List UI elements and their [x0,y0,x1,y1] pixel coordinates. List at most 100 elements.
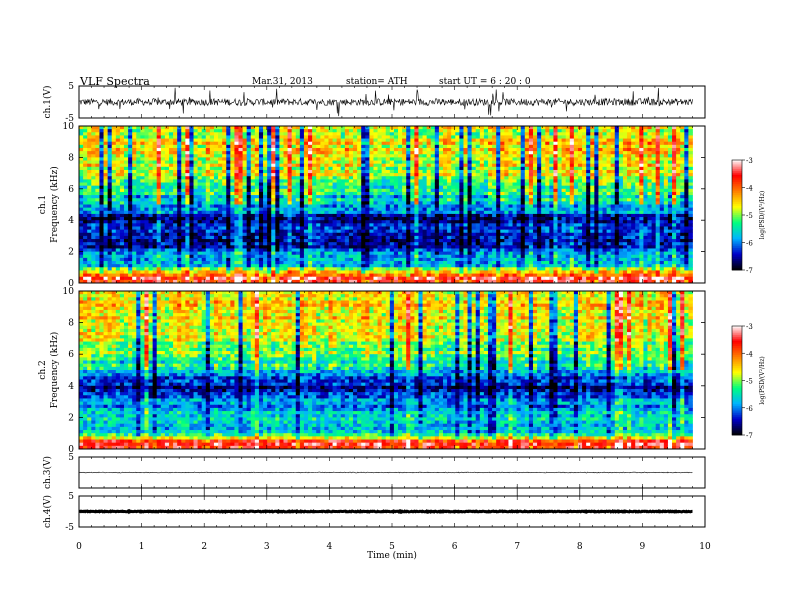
ch1-spectrogram-cell [394,192,398,196]
ch1-spectrogram-cell [545,145,549,149]
ch1-spectrogram-cell [643,186,647,190]
ch1-spectrogram-cell [635,208,639,212]
ch1-spectrogram-cell [447,201,451,205]
ch1-spectrogram-cell [292,161,296,165]
ch1-spectrogram-cell [627,154,631,158]
ch1-spectrogram-cell [680,129,684,133]
ch1-spectrogram-cell [153,126,157,130]
ch1-spectrogram-cell [562,135,566,139]
ch1-spectrogram-cell [239,205,243,209]
ch1-spectrogram-cell [296,167,300,171]
ch1-spectrogram-cell [578,211,582,215]
ch1-spectrogram-cell [472,129,476,133]
ch1-spectrogram-cell [418,214,422,218]
ch1-spectrogram-cell [87,179,91,183]
ch1-spectrogram-cell [161,145,165,149]
ch1-spectrogram-cell [104,192,108,196]
ch1-spectrogram-cell [79,208,83,212]
ch1-spectrogram-cell [427,142,431,146]
ch1-spectrogram-cell [647,145,651,149]
ch1-spectrogram-cell [431,132,435,136]
ch1-spectrogram-cell [500,195,504,199]
ch1-spectrogram-cell [656,145,660,149]
ch1-spectrogram-cell [243,154,247,158]
ch1-spectrogram-cell [639,179,643,183]
ch1-spectrogram-cell [578,192,582,196]
ch1-spectrogram-cell [676,205,680,209]
ch1-spectrogram-cell [124,154,128,158]
ch1-spectrogram-cell [680,176,684,180]
ch1-spectrogram-cell [398,195,402,199]
ch1-spectrogram-cell [513,214,517,218]
ch1-spectrogram-cell [353,226,357,230]
ch1-spectrogram-cell [468,201,472,205]
ch1-spectrogram-cell [87,164,91,168]
ch1-spectrogram-cell [652,129,656,133]
ch1-spectrogram-cell [439,211,443,215]
ch1-spectrogram-cell [635,195,639,199]
ch1-spectrogram-cell [508,195,512,199]
ch1-spectrogram-cell [525,161,529,165]
ch1-spectrogram-cell [398,164,402,168]
ch1-spectrogram-cell [181,148,185,152]
ch1-spectrogram-cell [684,139,688,143]
ch1-spectrogram-cell [672,157,676,161]
ch1-spectrogram-cell [296,226,300,230]
ch1-spectrogram-cell [496,223,500,227]
ch1-spectrogram-cell [124,186,128,190]
ch1-spectrogram-cell [87,211,91,215]
ch1-spectrogram-cell [194,205,198,209]
ch1-spectrogram-cell [451,186,455,190]
ch1-spectrogram-cell [112,145,116,149]
ch1-spectrogram-cell [267,208,271,212]
ch1-spectrogram-cell [566,135,570,139]
ch1-spectrogram-cell [149,220,153,224]
ch1-spectrogram-cell [660,126,664,130]
ch1-spectrogram-cell [230,179,234,183]
ch1-spectrogram-cell [394,198,398,202]
ch1-spectrogram-cell [255,198,259,202]
ch1-spectrogram-cell [652,223,656,227]
ch1-spectrogram-cell [545,211,549,215]
ch1-spectrogram-cell [255,148,259,152]
ch1-spectrogram-cell [337,201,341,205]
ch1-spectrogram-cell [259,195,263,199]
ch1-spectrogram-cell [455,161,459,165]
ch1-spectrogram-cell [652,208,656,212]
ch1-spectrogram-cell [386,183,390,187]
ch1-spectrogram-cell [210,132,214,136]
ch1-spectrogram-cell [635,179,639,183]
ch1-spectrogram-cell [218,129,222,133]
ch1-spectrogram-cell [406,167,410,171]
ch1-spectrogram-cell [607,170,611,174]
ch1-spectrogram-cell [504,186,508,190]
ch1-spectrogram-cell [206,183,210,187]
ch1-spectrogram-cell [279,145,283,149]
ch1-spectrogram-cell [251,211,255,215]
ch1-spectrogram-cell [108,220,112,224]
ch1-spectrogram-cell [263,139,267,143]
ch1-spectrogram-cell [239,176,243,180]
ch1-spectrogram-cell [341,192,345,196]
ch1-spectrogram-cell [149,195,153,199]
ch1-spectrogram-cell [435,198,439,202]
ch1-spectrogram-cell [643,214,647,218]
ch1-spectrogram-cell [688,192,692,196]
ch1-spectrogram-cell [320,129,324,133]
ch1-spectrogram-cell [349,154,353,158]
ch1-spectrogram-cell [333,208,337,212]
ch1-spectrogram-cell [619,161,623,165]
ch1-spectrogram-cell [361,211,365,215]
ch1-spectrogram-cell [226,135,230,139]
ch1-spectrogram-cell [492,176,496,180]
ch1-spectrogram-cell [513,205,517,209]
ch1-spectrogram-cell [120,183,124,187]
ch1-spectrogram-cell [427,192,431,196]
ch1-spectrogram-cell [570,198,574,202]
ch1-spectrogram-cell [247,145,251,149]
ch1-spectrogram-cell [521,157,525,161]
ch1-spectrogram-cell [623,148,627,152]
ch1-spectrogram-cell [312,145,316,149]
ch1-spectrogram-cell [345,211,349,215]
ch1-spectrogram-cell [251,151,255,155]
